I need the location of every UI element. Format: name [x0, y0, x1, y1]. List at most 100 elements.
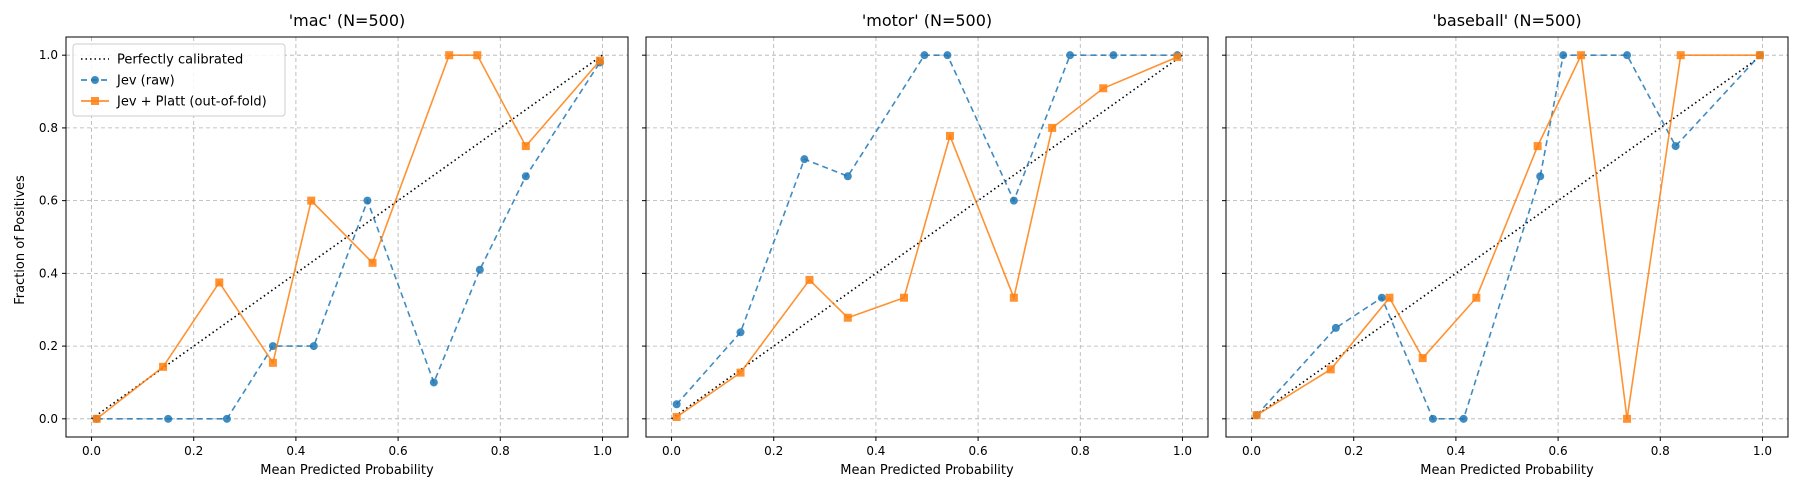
data-point: [1577, 51, 1586, 60]
data-point: [1533, 142, 1542, 151]
data-point: [429, 378, 438, 387]
x-tick-label: 1.0: [1173, 444, 1192, 458]
legend-label: Jev + Platt (out-of-fold): [116, 95, 267, 110]
x-tick-label: 0.0: [1242, 444, 1261, 458]
x-tick-label: 0.4: [286, 444, 305, 458]
data-point: [521, 172, 530, 181]
x-tick-label: 1.0: [593, 444, 612, 458]
data-point: [1559, 51, 1568, 60]
x-tick-label: 0.2: [764, 444, 783, 458]
data-point: [1326, 365, 1335, 374]
panel-2: 'motor' (N=500) 0.0 0.2 0.4 0.6 0.8 1.0 Mean Pr…: [642, 11, 1209, 478]
data-point: [475, 265, 484, 274]
series-line: [96, 62, 601, 420]
panel-1: 'mac' (N=500) 0.0 0.2 0.4 0.6 0.8 1.0 0.0 0.2 0.4…: [39, 11, 629, 478]
legend-label: Jev (raw): [116, 74, 175, 89]
data-point: [900, 293, 909, 302]
data-point: [843, 172, 852, 181]
series-3: [1252, 51, 1764, 423]
legend-entry: Perfectly calibrated: [81, 53, 243, 68]
x-tick-label: 0.4: [866, 444, 885, 458]
data-point: [945, 131, 954, 140]
x-tick-label: 0.2: [1344, 444, 1363, 458]
data-point: [164, 414, 173, 423]
data-point: [1755, 51, 1764, 60]
axes-frame: [645, 36, 1209, 438]
x-tick-label: 0.8: [1651, 444, 1670, 458]
data-point: [1109, 51, 1118, 60]
data-point: [1472, 293, 1481, 302]
panel-3: 'baseball' (N=500) 0.0 0.2 0.4 0.6 0.8 1.0 Mean…: [1222, 11, 1789, 478]
data-point: [307, 196, 316, 205]
panels: 'mac' (N=500) 0.0 0.2 0.4 0.6 0.8 1.0 0.0 0.2 0.4…: [39, 11, 1789, 478]
x-axis-label: Mean Predicted Probability: [840, 463, 1014, 478]
x-tick-label: 1.0: [1753, 444, 1772, 458]
data-point: [800, 155, 809, 164]
legend-entry: Jev + Platt (out-of-fold): [81, 95, 267, 110]
data-point: [1066, 51, 1075, 60]
data-point: [843, 313, 852, 322]
series-line: [676, 54, 1178, 405]
panel-title: 'mac' (N=500): [289, 11, 405, 30]
data-point: [1623, 51, 1632, 60]
data-point: [1671, 142, 1680, 151]
data-point: [672, 413, 681, 421]
axes-frame: [1225, 36, 1789, 438]
legend-marker: [91, 97, 99, 105]
y-tick-label: 0.0: [39, 412, 58, 426]
series-line: [96, 54, 601, 420]
x-axis-label: Mean Predicted Probability: [260, 463, 434, 478]
data-point: [805, 275, 814, 284]
data-point: [368, 258, 377, 267]
data-point: [1009, 196, 1018, 205]
series-line: [1256, 52, 1760, 419]
legend-box: [72, 43, 286, 117]
data-point: [445, 51, 454, 60]
data-point: [159, 362, 168, 371]
legend-label: Perfectly calibrated: [117, 53, 243, 68]
y-tick-label: 0.6: [39, 194, 58, 208]
x-tick-label: 0.0: [82, 444, 101, 458]
data-point: [595, 56, 604, 65]
data-point: [92, 414, 101, 423]
legend-entry: Jev (raw): [81, 74, 175, 89]
series-line: [1251, 54, 1763, 420]
data-point: [736, 328, 745, 337]
panel-title: 'baseball' (N=500): [1432, 11, 1581, 30]
data-point: [736, 368, 745, 377]
legend-marker: [91, 76, 99, 84]
panel-title: 'motor' (N=500): [862, 11, 992, 30]
data-point: [1536, 172, 1545, 181]
data-point: [222, 414, 231, 423]
axes-frame: [65, 36, 629, 438]
data-point: [1099, 84, 1108, 93]
data-point: [1428, 414, 1437, 423]
y-tick-label: 0.2: [39, 339, 58, 353]
data-point: [943, 51, 952, 60]
data-point: [672, 400, 681, 409]
data-point: [215, 278, 224, 287]
series-line: [91, 54, 603, 420]
data-point: [1623, 414, 1632, 423]
data-point: [309, 342, 318, 351]
data-point: [1331, 323, 1340, 332]
series-1: [1251, 54, 1763, 420]
series-3: [672, 53, 1182, 421]
x-axis-label: Mean Predicted Probability: [1420, 463, 1594, 478]
y-tick-label: 0.8: [39, 121, 58, 135]
x-tick-label: 0.8: [491, 444, 510, 458]
series-1: [671, 54, 1183, 420]
x-tick-label: 0.6: [1549, 444, 1568, 458]
data-point: [1418, 354, 1427, 363]
data-point: [920, 51, 929, 60]
data-point: [1377, 293, 1386, 302]
data-point: [1009, 293, 1018, 302]
x-tick-label: 0.6: [969, 444, 988, 458]
x-tick-label: 0.8: [1071, 444, 1090, 458]
data-point: [1385, 293, 1394, 302]
series-line: [671, 54, 1183, 420]
figure-ylabel: Fraction of Positives: [13, 175, 28, 305]
data-point: [1252, 411, 1261, 420]
series-line: [1256, 54, 1761, 420]
